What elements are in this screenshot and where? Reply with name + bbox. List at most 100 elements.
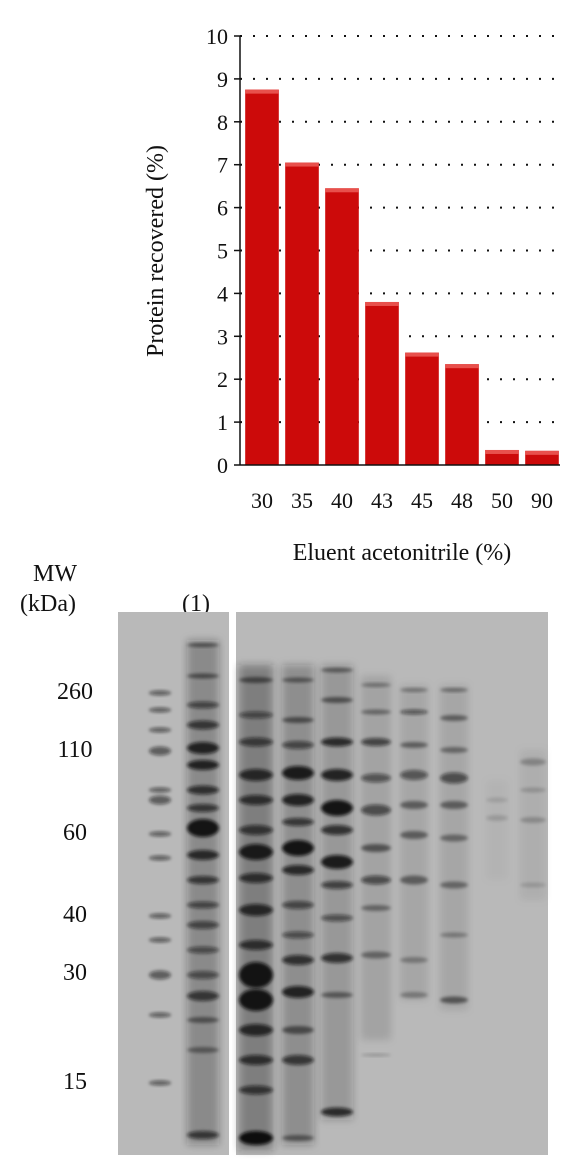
y-ticks: 0 1 2 3 4 5 6 7 8 9 10 xyxy=(206,24,240,478)
gel-band xyxy=(187,742,219,754)
gel-band xyxy=(361,844,391,852)
bar-top-highlight xyxy=(285,162,319,167)
bar-top-highlight xyxy=(325,188,359,193)
gel-band xyxy=(239,677,273,683)
gel-panel-right xyxy=(236,612,548,1155)
gel-lane-smear xyxy=(400,685,428,1000)
y-tick-label: 4 xyxy=(217,281,228,306)
mw-unit: (kDa) xyxy=(20,591,76,617)
y-tick-label: 2 xyxy=(217,367,228,392)
gel-band xyxy=(149,795,171,805)
gel-band xyxy=(282,840,314,856)
gel-band xyxy=(149,855,171,861)
gel-band xyxy=(321,881,353,889)
x-tick-label: 35 xyxy=(291,488,313,513)
gel-band xyxy=(239,711,273,719)
x-tick-label: 30 xyxy=(251,488,273,513)
x-tick-label: 48 xyxy=(451,488,473,513)
gel-band xyxy=(321,769,353,781)
gel-band xyxy=(361,875,391,885)
gel-band xyxy=(400,875,428,885)
gel-band xyxy=(400,992,428,998)
gel-band xyxy=(239,962,273,988)
gel-band xyxy=(321,855,353,869)
mw-marker-label: 60 xyxy=(63,820,87,846)
gel-band xyxy=(321,737,353,747)
mw-marker-label: 110 xyxy=(57,737,93,763)
y-tick-label: 7 xyxy=(217,153,228,178)
gel-band xyxy=(440,834,468,842)
gel-band xyxy=(400,957,428,963)
gel-band xyxy=(520,882,546,888)
bar-top-highlight xyxy=(365,301,399,306)
gel-band xyxy=(282,931,314,939)
bar xyxy=(245,89,279,465)
gel-band xyxy=(282,741,314,749)
x-tick-label: 45 xyxy=(411,488,433,513)
mw-marker-label: 40 xyxy=(63,902,87,928)
y-tick-label: 3 xyxy=(217,324,228,349)
gel-band xyxy=(321,992,353,998)
gel-band xyxy=(440,801,468,809)
gel-band xyxy=(440,772,468,784)
gel-band xyxy=(282,901,314,909)
gel-band xyxy=(400,831,428,839)
gel-band xyxy=(149,746,171,756)
gel-band xyxy=(239,795,273,805)
gel-band xyxy=(239,1024,273,1036)
gel-band xyxy=(187,1017,219,1023)
gel-band xyxy=(400,742,428,748)
bar xyxy=(365,301,399,465)
lane-label: (1) xyxy=(182,591,210,617)
gel-band xyxy=(187,701,219,709)
mw-marker-label: 15 xyxy=(63,1069,87,1095)
mw-marker-label: 30 xyxy=(63,960,87,986)
gel-band xyxy=(239,1055,273,1065)
gel-band xyxy=(149,970,171,980)
bars xyxy=(245,89,559,466)
gel-band xyxy=(187,901,219,909)
gel-band xyxy=(239,989,273,1011)
gel-band xyxy=(361,905,391,911)
gel-band xyxy=(187,850,219,860)
gel-band xyxy=(187,643,219,647)
bar-top-highlight xyxy=(445,364,479,369)
gel-band xyxy=(282,818,314,826)
gel-band xyxy=(321,914,353,922)
gel-band xyxy=(361,773,391,783)
gel-lane-smear xyxy=(520,750,546,900)
gel-band xyxy=(187,1047,219,1053)
gel-band xyxy=(440,996,468,1004)
gel-band xyxy=(187,760,219,770)
y-tick-label: 6 xyxy=(217,196,228,221)
gel-band xyxy=(239,737,273,747)
gel-lane-smear xyxy=(440,685,468,1010)
gel-panel-left xyxy=(118,612,229,1155)
gel-band xyxy=(321,1107,353,1117)
bar-top-highlight xyxy=(245,89,279,94)
gel-band xyxy=(149,1012,171,1018)
gel-band xyxy=(187,1131,219,1139)
gel-band xyxy=(440,747,468,753)
gel-lane-smear xyxy=(361,676,391,1040)
bar-top-highlight xyxy=(485,449,519,454)
gel-band xyxy=(282,986,314,998)
gel-band xyxy=(282,1026,314,1034)
x-ticks: 30 35 40 43 45 48 50 90 xyxy=(251,488,553,513)
gel-band xyxy=(486,815,508,821)
gel-band xyxy=(282,677,314,683)
gel-band xyxy=(187,804,219,812)
mw-marker-label: 260 xyxy=(57,679,93,705)
gel-band xyxy=(282,1135,314,1141)
y-tick-label: 0 xyxy=(217,453,228,478)
x-tick-label: 90 xyxy=(531,488,553,513)
gel-band xyxy=(321,697,353,703)
bar-top-highlight xyxy=(405,352,439,357)
gel-band xyxy=(149,727,171,733)
gel-band xyxy=(282,865,314,875)
gel-band xyxy=(282,766,314,780)
gel-lane-smear xyxy=(282,665,314,1145)
gel-band xyxy=(187,991,219,1001)
gel-band xyxy=(187,720,219,730)
gel-band xyxy=(440,715,468,721)
